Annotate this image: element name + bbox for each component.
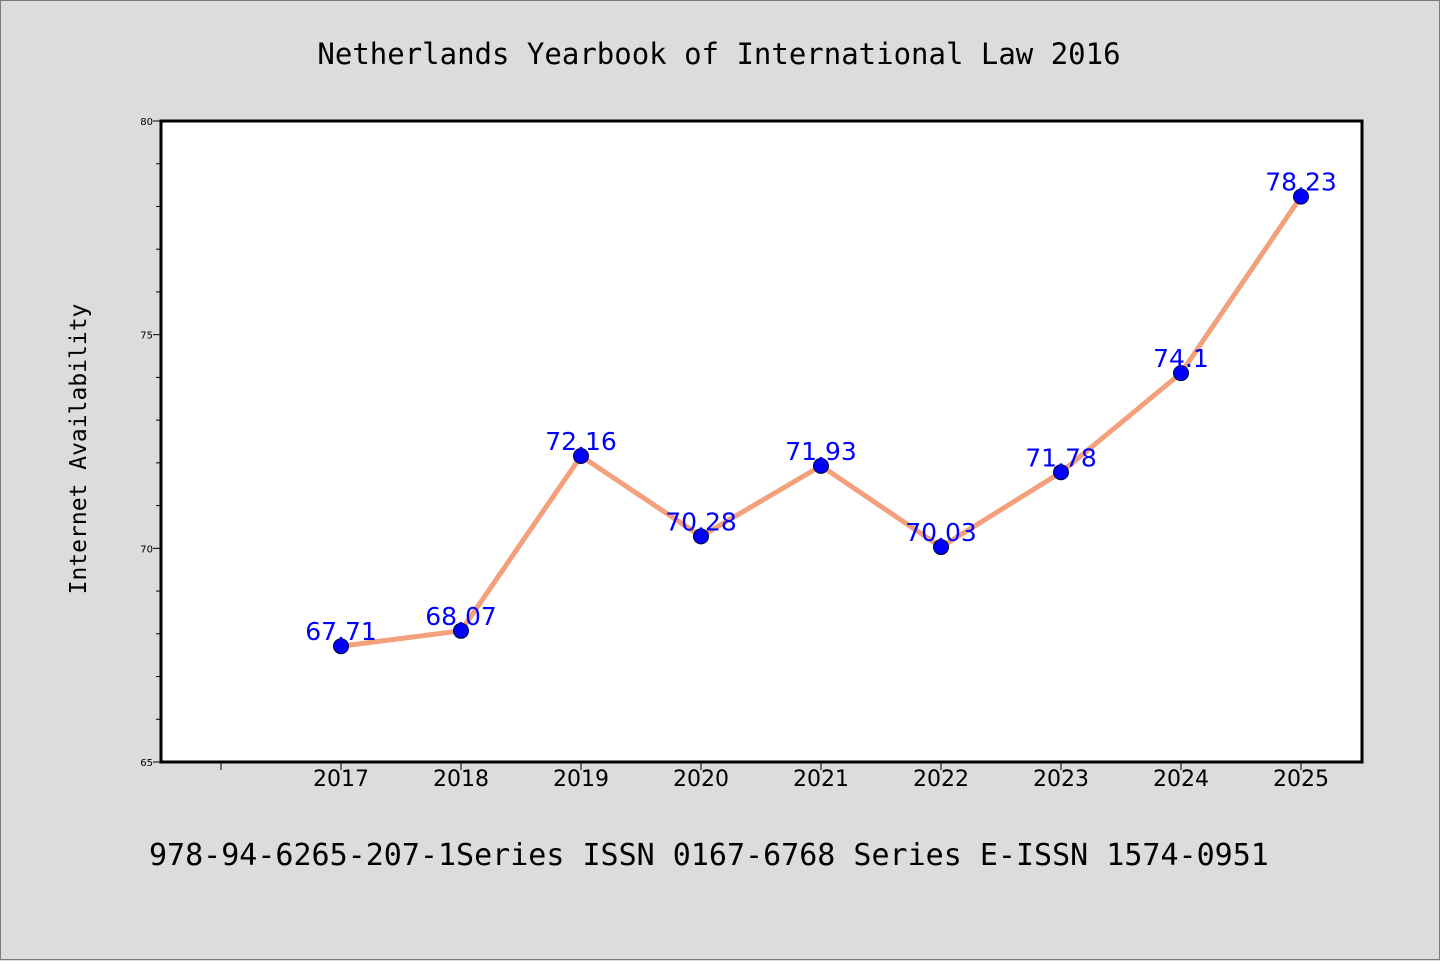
data-point bbox=[573, 448, 589, 465]
x-tick-label: 2024 bbox=[1153, 767, 1209, 792]
y-tick-label: 80 bbox=[140, 117, 153, 128]
data-label: 71.78 bbox=[1025, 443, 1097, 472]
y-tick-label: 75 bbox=[140, 331, 153, 342]
x-axis: 2017 2018 2019 2020 2021 2022 2023 2024 2025 bbox=[220, 762, 1329, 792]
x-tick-label: 2025 bbox=[1273, 767, 1329, 792]
data-point bbox=[333, 638, 349, 655]
data-label: 70.28 bbox=[665, 507, 737, 536]
x-tick-label: 2018 bbox=[433, 767, 489, 792]
chart-title: Netherlands Yearbook of International La… bbox=[317, 37, 1120, 71]
data-point bbox=[1173, 365, 1189, 382]
data-label: 72.16 bbox=[545, 427, 617, 456]
y-tick-label: 70 bbox=[140, 544, 153, 555]
data-label: 68.07 bbox=[425, 602, 497, 631]
y-tick-label: 65 bbox=[140, 758, 153, 769]
data-point bbox=[813, 457, 829, 474]
series-group bbox=[333, 188, 1309, 655]
x-tick-label: 2021 bbox=[793, 767, 849, 792]
data-point bbox=[1053, 464, 1069, 481]
data-label: 70.03 bbox=[905, 518, 977, 547]
x-tick-label: 2020 bbox=[673, 767, 729, 792]
x-tick-label: 2017 bbox=[313, 767, 369, 792]
data-point bbox=[1293, 188, 1309, 205]
y-axis: 65 70 75 80 bbox=[140, 117, 161, 769]
y-axis-label: Internet Availability bbox=[66, 304, 92, 595]
data-point bbox=[453, 622, 469, 639]
x-tick-label: 2023 bbox=[1033, 767, 1089, 792]
isbn-caption: 978-94-6265-207-1Series ISSN 0167-6768 S… bbox=[149, 838, 1269, 873]
data-label: 78.23 bbox=[1265, 168, 1337, 197]
data-label: 71.93 bbox=[785, 437, 857, 466]
x-tick-label: 2019 bbox=[553, 767, 609, 792]
data-point bbox=[933, 539, 949, 556]
data-labels: 67.71 68.07 72.16 70.28 71.93 70.03 71.78 74.1 7… bbox=[305, 168, 1337, 647]
data-label: 74.1 bbox=[1153, 344, 1209, 373]
data-label: 67.71 bbox=[305, 617, 377, 646]
plot-area bbox=[161, 121, 1362, 762]
plot-border bbox=[159, 119, 1364, 764]
x-tick-label: 2022 bbox=[913, 767, 969, 792]
data-point bbox=[693, 528, 709, 545]
